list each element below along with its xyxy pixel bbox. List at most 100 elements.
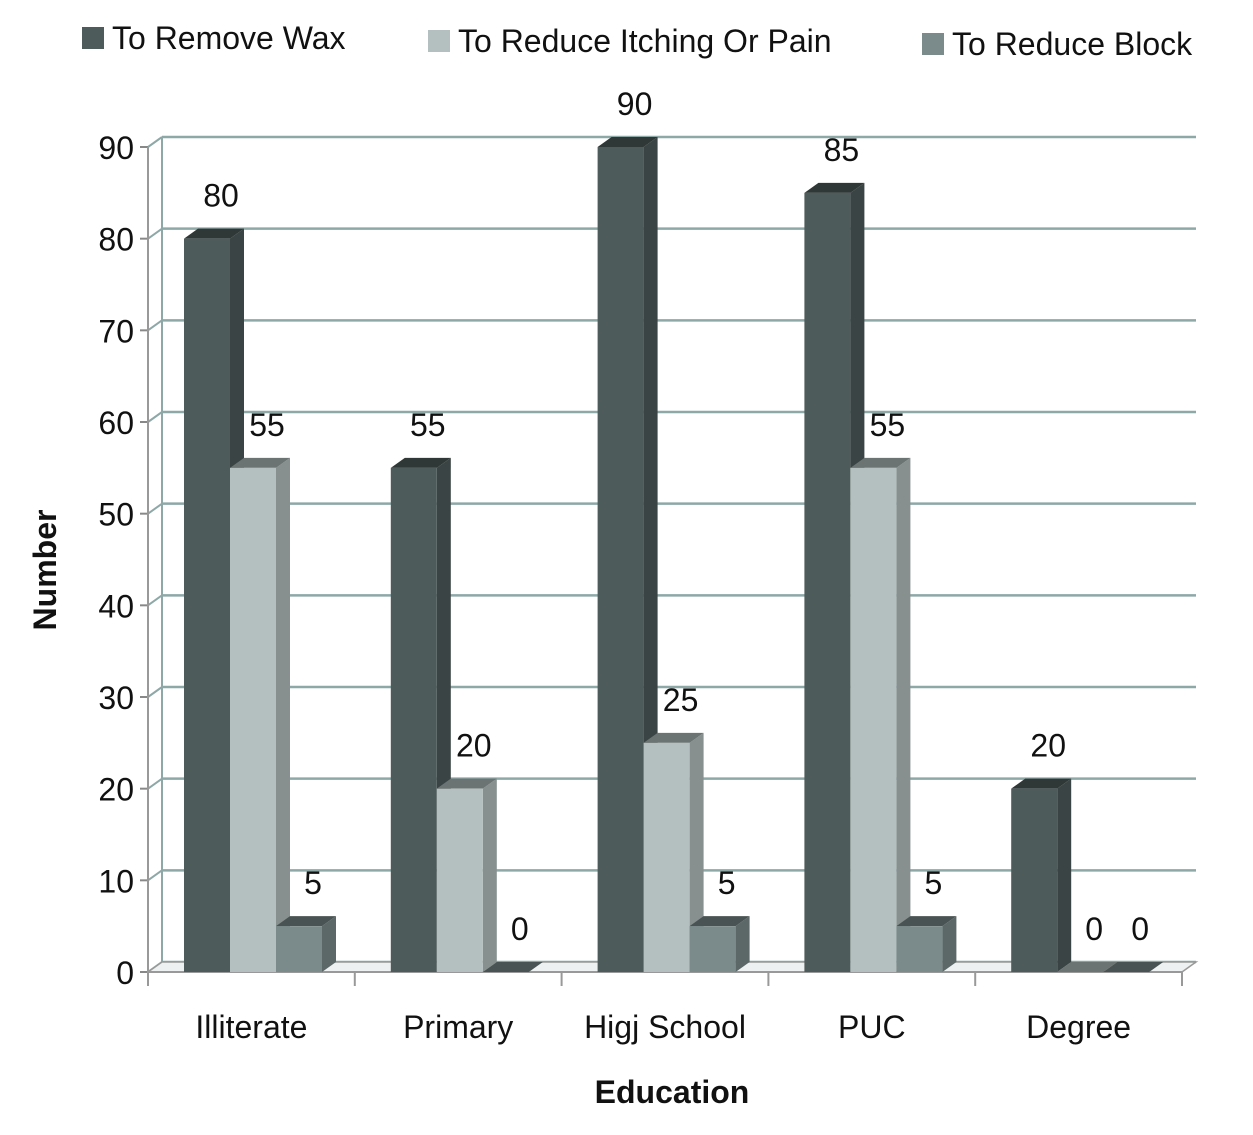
y-tick-label: 10 <box>98 863 134 899</box>
bar-side <box>482 778 497 972</box>
bar-top <box>436 778 497 789</box>
bars <box>184 137 1164 973</box>
bar-top <box>1011 778 1072 789</box>
bar-top <box>184 228 244 239</box>
bar-top <box>850 457 911 468</box>
gridline-side <box>147 594 163 607</box>
bar-top <box>230 457 290 468</box>
bar-top <box>1103 962 1164 972</box>
bar-top <box>896 916 957 927</box>
y-tick-label: 20 <box>98 772 134 808</box>
y-axis-title: Number <box>27 510 63 631</box>
bar-front <box>804 192 851 973</box>
legend-item: To Reduce Block <box>922 26 1193 62</box>
bar-side <box>689 732 704 972</box>
data-label: 55 <box>410 407 446 443</box>
gridline-side <box>147 777 163 790</box>
x-tick-label: Higj School <box>584 1009 746 1045</box>
bar <box>1057 962 1118 972</box>
bar-top <box>482 962 543 972</box>
legend-swatch <box>428 30 450 52</box>
data-label: 0 <box>1085 911 1103 947</box>
legend-swatch <box>922 33 944 55</box>
bar-side <box>1057 778 1072 972</box>
x-tick-label: PUC <box>838 1009 906 1045</box>
data-label: 25 <box>663 682 699 718</box>
bar <box>436 778 497 972</box>
bar-front <box>643 742 690 972</box>
y-tick-label: 80 <box>98 222 134 258</box>
bar-front <box>184 238 230 972</box>
gridline-side <box>147 136 163 148</box>
bar <box>230 457 290 972</box>
bar <box>689 916 750 972</box>
bar <box>1011 778 1072 972</box>
bar-side <box>322 916 336 972</box>
x-tick-label: Degree <box>1026 1009 1131 1045</box>
data-label: 0 <box>511 911 529 947</box>
bar-top <box>276 916 336 927</box>
bar <box>896 916 957 972</box>
bar-side <box>896 457 911 972</box>
y-tick-label: 0 <box>116 955 134 991</box>
bar <box>850 457 911 972</box>
bar-side <box>942 916 957 972</box>
bar-top <box>804 182 865 193</box>
y-tick-label: 40 <box>98 588 134 624</box>
data-label: 80 <box>203 178 239 214</box>
bar-front <box>1011 788 1058 972</box>
data-label: 5 <box>718 865 736 901</box>
bar-top <box>1057 962 1118 972</box>
bar-side <box>276 457 290 972</box>
bar-front <box>276 926 322 972</box>
gridline-side <box>147 319 163 332</box>
y-tick-label: 50 <box>98 497 134 533</box>
bar <box>276 916 336 972</box>
bar-top <box>390 457 451 468</box>
data-label: 20 <box>1030 728 1066 764</box>
data-label: 20 <box>456 728 492 764</box>
bar <box>1103 962 1164 972</box>
gridline-side <box>147 411 163 423</box>
legend-label: To Reduce Itching Or Pain <box>458 23 832 59</box>
legend-label: To Remove Wax <box>112 20 346 56</box>
bar-front <box>597 147 644 972</box>
bar <box>482 962 543 972</box>
legend-label: To Reduce Block <box>952 26 1193 62</box>
x-axis-title: Education <box>595 1074 750 1110</box>
x-tick-label: Illiterate <box>195 1009 307 1045</box>
y-tick-label: 30 <box>98 680 134 716</box>
data-label: 0 <box>1131 911 1149 947</box>
bar-side <box>735 916 750 972</box>
gridline-side <box>147 686 163 698</box>
y-tick-label: 70 <box>98 313 134 349</box>
gridline-side <box>147 227 163 240</box>
legend: To Remove Wax To Reduce Itching Or Pain To… <box>82 20 1193 62</box>
bar-front <box>390 467 437 972</box>
bar <box>643 732 704 972</box>
bar-front <box>850 467 897 972</box>
data-label: 55 <box>249 407 285 443</box>
legend-item: To Remove Wax <box>82 20 346 56</box>
legend-swatch <box>82 27 104 49</box>
bar-front <box>896 926 943 972</box>
gridline-side <box>147 869 163 882</box>
data-label: 85 <box>824 132 860 168</box>
x-tick-label: Primary <box>403 1009 513 1045</box>
data-label: 5 <box>304 865 322 901</box>
bar-top <box>643 732 704 743</box>
y-tick-label: 60 <box>98 405 134 441</box>
gridline-side <box>147 502 163 515</box>
bar-front <box>436 788 483 972</box>
bar-top <box>689 916 750 927</box>
y-tick-label: 90 <box>98 130 134 166</box>
bar-front <box>230 467 276 972</box>
data-label: 5 <box>925 865 943 901</box>
legend-item: To Reduce Itching Or Pain <box>428 23 832 59</box>
bar-top <box>597 137 658 147</box>
data-label: 90 <box>617 86 653 122</box>
data-label: 55 <box>870 407 906 443</box>
